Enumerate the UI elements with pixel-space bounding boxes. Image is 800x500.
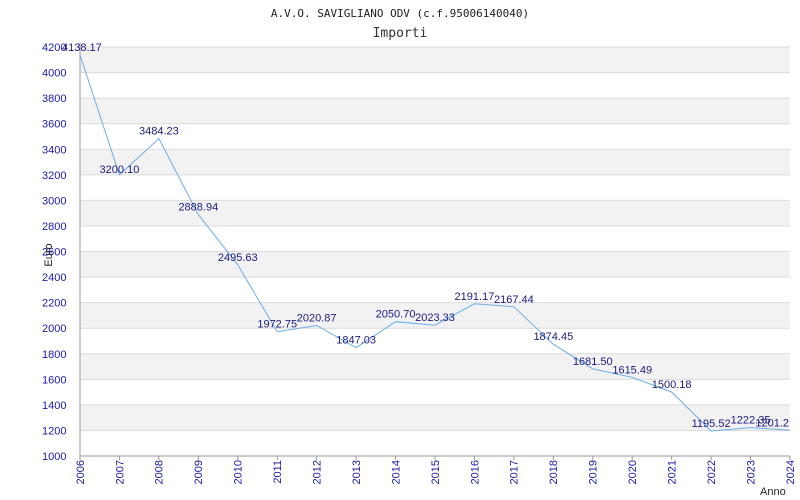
x-tick-label: 2022	[706, 460, 718, 484]
y-tick-label: 3600	[42, 119, 66, 131]
x-tick-label: 2012	[312, 460, 324, 484]
data-label: 3200.10	[100, 164, 140, 176]
y-tick-label: 4200	[42, 42, 66, 54]
x-tick-labels: 2006 2007 2008 2009 2010 2011 2012 2013 2014 2015…	[75, 456, 797, 484]
y-tick-label: 2800	[42, 221, 66, 233]
x-axis-label: Anno	[760, 486, 786, 498]
x-tick-label: 2021	[667, 460, 679, 484]
data-label: 1201.2	[755, 417, 789, 429]
data-label: 1874.45	[533, 331, 573, 343]
y-tick-label: 3000	[42, 195, 66, 207]
data-label: 2167.44	[494, 294, 534, 306]
grid-band	[80, 302, 790, 329]
x-tick-label: 2006	[75, 460, 87, 484]
x-tick-label: 2009	[193, 460, 205, 484]
y-axis-label: Euro	[43, 243, 55, 266]
x-tick-label: 2010	[233, 460, 245, 484]
data-label: 1222.35	[731, 415, 771, 427]
data-label: 4138.17	[62, 42, 102, 54]
y-tick-label: 2000	[42, 323, 66, 335]
data-label: 1847.03	[336, 335, 376, 347]
data-label: 2020.87	[297, 313, 337, 325]
grid-band	[80, 251, 790, 278]
grid-lines	[80, 46, 790, 457]
data-label: 2888.94	[178, 202, 218, 214]
x-tick-label: 2024	[785, 460, 797, 484]
x-tick-label: 2007	[114, 460, 126, 484]
data-label: 1500.18	[652, 379, 692, 391]
y-tick-label: 1600	[42, 374, 66, 386]
x-tick-label: 2017	[509, 460, 521, 484]
y-tick-label: 1800	[42, 349, 66, 361]
y-tick-label: 1000	[42, 451, 66, 463]
data-label: 1681.50	[573, 356, 613, 368]
y-tick-label: 3400	[42, 144, 66, 156]
y-tick-label: 1200	[42, 425, 66, 437]
grid-band	[80, 200, 790, 226]
y-tick-label: 2400	[42, 272, 66, 284]
data-labels: 4138.17 3200.10 3484.23 2888.94 2495.63 1972.…	[62, 42, 789, 430]
y-tick-label: 3800	[42, 93, 66, 105]
x-tick-label: 2019	[588, 460, 600, 484]
chart-subtitle: Importi	[373, 26, 428, 41]
y-tick-label: 2600	[42, 247, 66, 259]
y-tick-labels: 1000 1200 1400 1600 1800 2000 2200 2400 2600 2800…	[42, 42, 66, 463]
data-label: 2050.70	[376, 309, 416, 321]
x-tick-label: 2014	[390, 460, 402, 484]
x-tick-label: 2015	[430, 460, 442, 484]
x-tick-label: 2008	[154, 460, 166, 484]
x-tick-label: 2023	[745, 460, 757, 484]
data-label: 1195.52	[692, 418, 731, 430]
x-tick-label: 2018	[548, 460, 560, 484]
grid-band	[80, 404, 790, 431]
grid-band	[80, 353, 790, 380]
grid-bands	[80, 47, 790, 431]
series-line	[79, 54, 791, 432]
chart-title: A.V.O. SAVIGLIANO ODV (c.f.95006140040)	[271, 7, 529, 20]
y-tick-label: 3200	[42, 170, 66, 182]
x-tick-label: 2020	[627, 460, 639, 484]
data-label: 2495.63	[218, 252, 258, 264]
x-tick-label: 2016	[469, 460, 481, 484]
y-tick-label: 4000	[42, 68, 66, 80]
data-label: 3484.23	[139, 125, 179, 137]
grid-band	[80, 47, 790, 73]
grid-band	[80, 149, 790, 175]
x-tick-label: 2011	[272, 460, 284, 484]
x-tick-label: 2013	[351, 460, 363, 484]
data-label: 2191.17	[455, 291, 495, 303]
data-label: 1615.49	[612, 364, 652, 376]
data-label: 2023.33	[415, 312, 455, 324]
y-tick-label: 2200	[42, 298, 66, 310]
grid-band	[80, 98, 790, 124]
y-tick-label: 1400	[42, 400, 66, 412]
data-label: 1972.75	[257, 319, 297, 331]
